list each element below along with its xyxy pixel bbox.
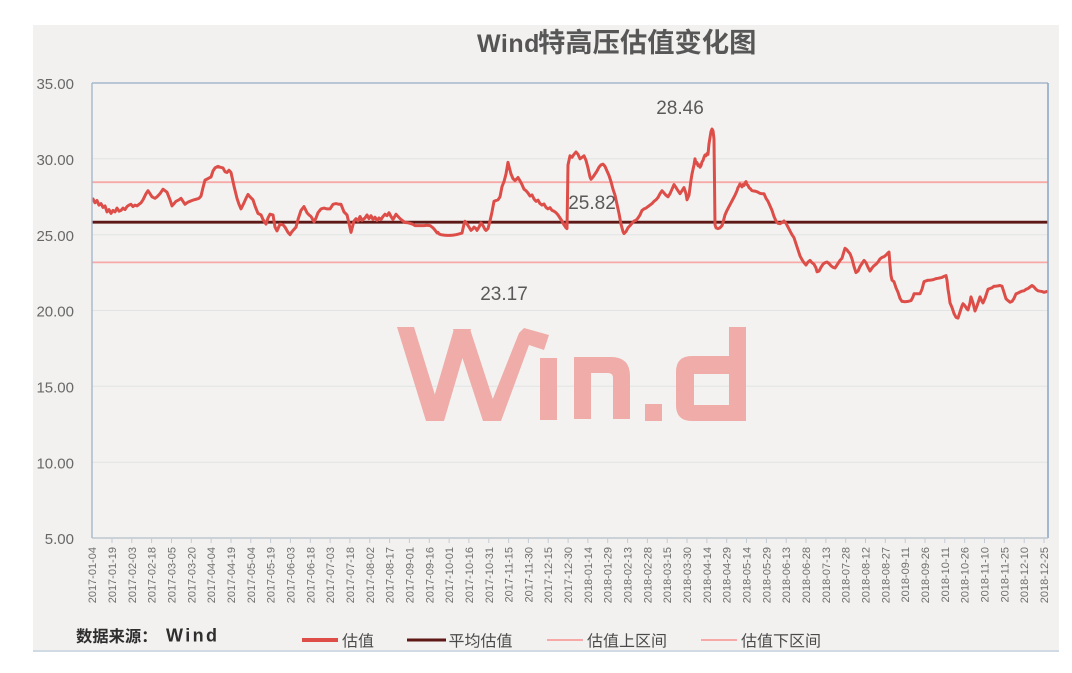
svg-text:2018-02-28: 2018-02-28 bbox=[642, 547, 654, 603]
svg-text:2018-04-14: 2018-04-14 bbox=[702, 547, 714, 603]
svg-text:2018-01-29: 2018-01-29 bbox=[603, 547, 615, 603]
svg-text:2017-07-18: 2017-07-18 bbox=[345, 547, 357, 603]
svg-text:2017-08-17: 2017-08-17 bbox=[385, 547, 397, 603]
svg-text:2017-01-04: 2017-01-04 bbox=[87, 547, 99, 603]
svg-text:2017-11-15: 2017-11-15 bbox=[504, 547, 516, 602]
svg-text:2017-12-30: 2017-12-30 bbox=[563, 547, 575, 603]
svg-text:2017-01-19: 2017-01-19 bbox=[107, 547, 119, 603]
svg-text:5.00: 5.00 bbox=[45, 531, 74, 548]
svg-text:Wind: Wind bbox=[477, 30, 540, 58]
svg-text:2018-11-10: 2018-11-10 bbox=[980, 547, 992, 602]
svg-text:2017-09-16: 2017-09-16 bbox=[424, 547, 436, 603]
svg-text:2018-05-29: 2018-05-29 bbox=[761, 547, 773, 603]
svg-text:25.82: 25.82 bbox=[568, 193, 616, 214]
svg-text:2018-12-25: 2018-12-25 bbox=[1039, 547, 1051, 603]
svg-text:2018-10-26: 2018-10-26 bbox=[960, 547, 972, 603]
svg-text:2018-02-13: 2018-02-13 bbox=[623, 547, 635, 603]
svg-text:2017-06-03: 2017-06-03 bbox=[285, 547, 297, 603]
svg-text:2017-03-05: 2017-03-05 bbox=[166, 547, 178, 603]
svg-text:30.00: 30.00 bbox=[36, 152, 74, 169]
svg-text:25.00: 25.00 bbox=[36, 228, 74, 245]
svg-text:2018-12-10: 2018-12-10 bbox=[1019, 547, 1031, 603]
svg-text:23.17: 23.17 bbox=[480, 284, 528, 305]
svg-text:2017-02-18: 2017-02-18 bbox=[147, 547, 159, 603]
svg-text:2017-04-19: 2017-04-19 bbox=[226, 547, 238, 603]
svg-text:2018-11-25: 2018-11-25 bbox=[999, 547, 1011, 602]
svg-text:2018-06-13: 2018-06-13 bbox=[781, 547, 793, 603]
svg-text:2017-06-18: 2017-06-18 bbox=[305, 547, 317, 603]
svg-text:2018-07-28: 2018-07-28 bbox=[841, 547, 853, 603]
svg-text:2018-08-27: 2018-08-27 bbox=[880, 547, 892, 603]
svg-text:2017-02-03: 2017-02-03 bbox=[127, 547, 139, 603]
svg-text:2018-01-14: 2018-01-14 bbox=[583, 547, 595, 603]
svg-text:2018-07-13: 2018-07-13 bbox=[821, 547, 833, 603]
svg-text:10.00: 10.00 bbox=[36, 455, 74, 472]
svg-text:2017-05-19: 2017-05-19 bbox=[266, 547, 278, 603]
svg-text:2017-08-02: 2017-08-02 bbox=[365, 547, 377, 603]
svg-text:2017-10-01: 2017-10-01 bbox=[444, 547, 456, 603]
svg-text:2018-04-29: 2018-04-29 bbox=[722, 547, 734, 603]
svg-text:2017-05-04: 2017-05-04 bbox=[246, 547, 258, 603]
svg-text:2017-07-03: 2017-07-03 bbox=[325, 547, 337, 603]
svg-text:2017-12-15: 2017-12-15 bbox=[543, 547, 555, 603]
svg-text:2018-03-15: 2018-03-15 bbox=[662, 547, 674, 603]
svg-text:2017-11-30: 2017-11-30 bbox=[523, 547, 535, 602]
svg-text:2018-05-14: 2018-05-14 bbox=[742, 547, 754, 603]
svg-text:2017-04-04: 2017-04-04 bbox=[206, 547, 218, 603]
svg-text:2018-08-12: 2018-08-12 bbox=[861, 547, 873, 603]
svg-text:2018-03-30: 2018-03-30 bbox=[682, 547, 694, 603]
svg-text:2017-03-20: 2017-03-20 bbox=[186, 547, 198, 603]
svg-text:35.00: 35.00 bbox=[36, 76, 74, 93]
svg-text:28.46: 28.46 bbox=[656, 98, 704, 119]
svg-text:2018-09-11: 2018-09-11 bbox=[900, 547, 912, 602]
svg-text:2018-09-26: 2018-09-26 bbox=[920, 547, 932, 603]
svg-text:2018-06-28: 2018-06-28 bbox=[801, 547, 813, 603]
svg-text:20.00: 20.00 bbox=[36, 304, 74, 321]
svg-text:2017-10-31: 2017-10-31 bbox=[484, 547, 496, 603]
svg-text:2017-09-01: 2017-09-01 bbox=[404, 547, 416, 603]
svg-text:2017-10-16: 2017-10-16 bbox=[464, 547, 476, 603]
svg-text:15.00: 15.00 bbox=[36, 380, 74, 397]
svg-text:2018-10-11: 2018-10-11 bbox=[940, 547, 952, 602]
svg-text:Wind: Wind bbox=[166, 626, 219, 646]
